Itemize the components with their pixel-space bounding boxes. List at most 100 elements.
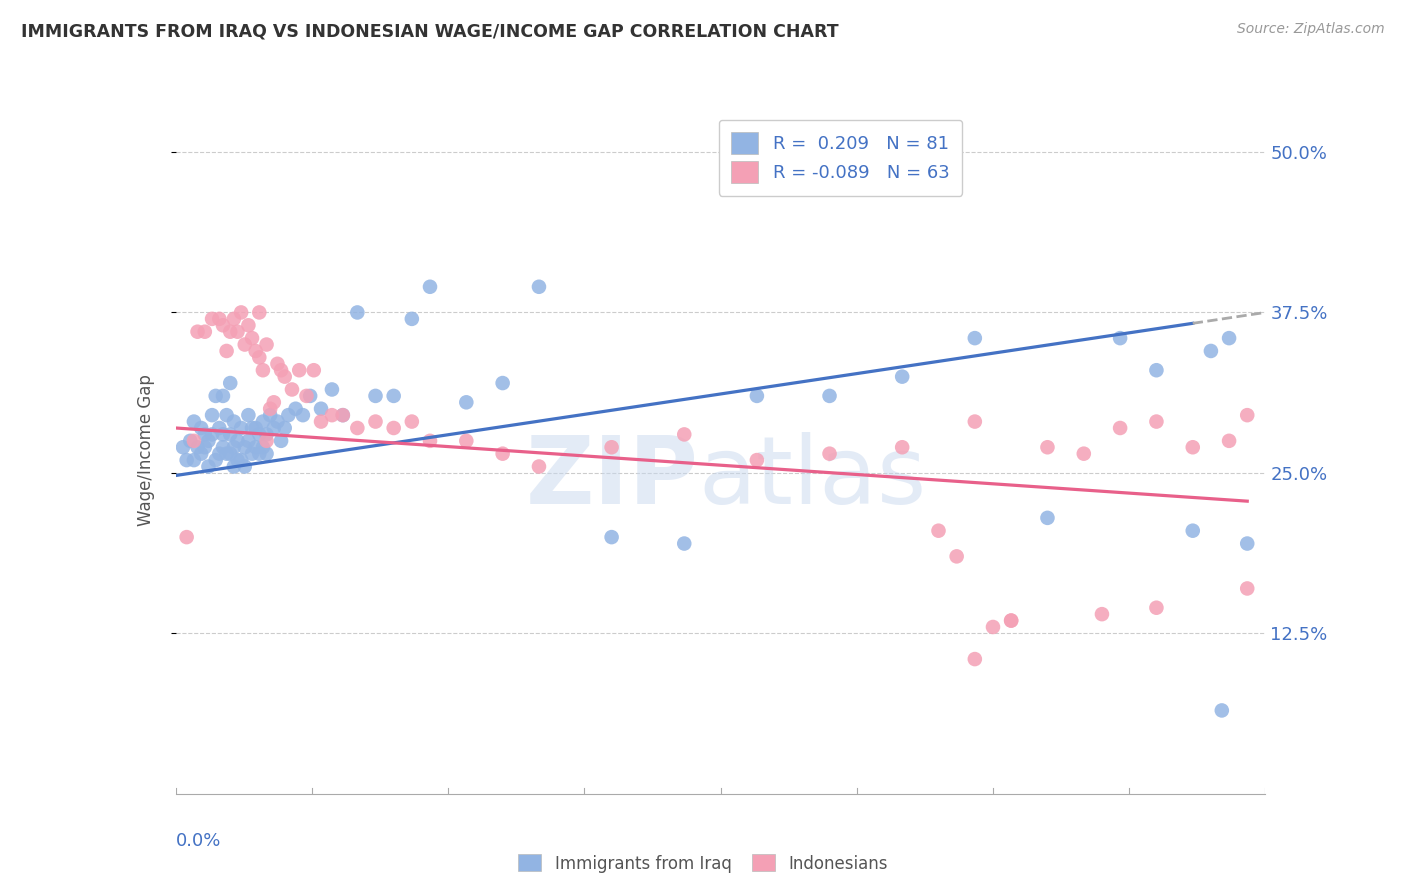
- Point: [945, 549, 967, 564]
- Point: [266, 357, 288, 371]
- Point: [332, 408, 354, 422]
- Y-axis label: Wage/Income Gap: Wage/Income Gap: [136, 375, 155, 526]
- Point: [240, 447, 263, 461]
- Text: atlas: atlas: [699, 432, 927, 524]
- Point: [183, 415, 205, 429]
- Point: [240, 331, 263, 345]
- Point: [1146, 600, 1168, 615]
- Point: [456, 434, 478, 448]
- Point: [190, 421, 212, 435]
- Point: [527, 459, 550, 474]
- Point: [201, 427, 224, 442]
- Point: [492, 376, 515, 390]
- Point: [222, 415, 245, 429]
- Point: [204, 389, 226, 403]
- Point: [212, 389, 235, 403]
- Point: [208, 447, 231, 461]
- Point: [818, 447, 841, 461]
- Point: [226, 453, 249, 467]
- Point: [346, 305, 368, 319]
- Point: [1000, 614, 1022, 628]
- Point: [197, 459, 219, 474]
- Point: [321, 408, 343, 422]
- Point: [231, 453, 253, 467]
- Point: [321, 383, 343, 397]
- Text: Source: ZipAtlas.com: Source: ZipAtlas.com: [1237, 22, 1385, 37]
- Point: [252, 440, 274, 454]
- Point: [1181, 524, 1204, 538]
- Point: [1073, 447, 1095, 461]
- Point: [270, 434, 292, 448]
- Point: [256, 447, 278, 461]
- Point: [201, 408, 224, 422]
- Point: [212, 440, 235, 454]
- Point: [183, 453, 205, 467]
- Point: [208, 421, 231, 435]
- Point: [247, 305, 270, 319]
- Point: [238, 434, 260, 448]
- Point: [401, 415, 423, 429]
- Point: [382, 421, 405, 435]
- Point: [201, 311, 224, 326]
- Point: [263, 395, 285, 409]
- Point: [401, 311, 423, 326]
- Point: [1211, 703, 1233, 717]
- Point: [419, 279, 441, 293]
- Point: [176, 530, 198, 544]
- Point: [215, 408, 238, 422]
- Point: [222, 440, 245, 454]
- Point: [818, 389, 841, 403]
- Point: [673, 427, 696, 442]
- Point: [233, 337, 256, 351]
- Point: [222, 459, 245, 474]
- Point: [212, 427, 235, 442]
- Point: [1218, 331, 1240, 345]
- Point: [226, 325, 249, 339]
- Point: [1000, 614, 1022, 628]
- Point: [222, 311, 245, 326]
- Point: [231, 421, 253, 435]
- Point: [281, 383, 304, 397]
- Point: [274, 369, 297, 384]
- Point: [219, 376, 242, 390]
- Point: [231, 305, 253, 319]
- Point: [382, 389, 405, 403]
- Point: [963, 415, 986, 429]
- Point: [1218, 434, 1240, 448]
- Point: [197, 434, 219, 448]
- Point: [194, 325, 217, 339]
- Point: [600, 530, 623, 544]
- Legend: Immigrants from Iraq, Indonesians: Immigrants from Iraq, Indonesians: [512, 847, 894, 880]
- Point: [1036, 511, 1059, 525]
- Point: [1109, 421, 1132, 435]
- Point: [247, 351, 270, 365]
- Point: [212, 318, 235, 333]
- Point: [240, 421, 263, 435]
- Point: [183, 434, 205, 448]
- Point: [332, 408, 354, 422]
- Point: [288, 363, 311, 377]
- Point: [364, 389, 387, 403]
- Point: [277, 408, 299, 422]
- Point: [299, 389, 322, 403]
- Point: [1236, 408, 1258, 422]
- Point: [215, 343, 238, 358]
- Point: [245, 440, 267, 454]
- Point: [256, 337, 278, 351]
- Point: [295, 389, 318, 403]
- Point: [219, 325, 242, 339]
- Point: [1199, 343, 1222, 358]
- Point: [891, 440, 914, 454]
- Point: [219, 447, 242, 461]
- Point: [252, 363, 274, 377]
- Point: [247, 447, 270, 461]
- Text: 0.0%: 0.0%: [176, 831, 221, 850]
- Point: [219, 427, 242, 442]
- Point: [1146, 363, 1168, 377]
- Point: [419, 434, 441, 448]
- Point: [176, 453, 198, 467]
- Point: [172, 440, 194, 454]
- Point: [745, 389, 768, 403]
- Point: [190, 447, 212, 461]
- Point: [527, 279, 550, 293]
